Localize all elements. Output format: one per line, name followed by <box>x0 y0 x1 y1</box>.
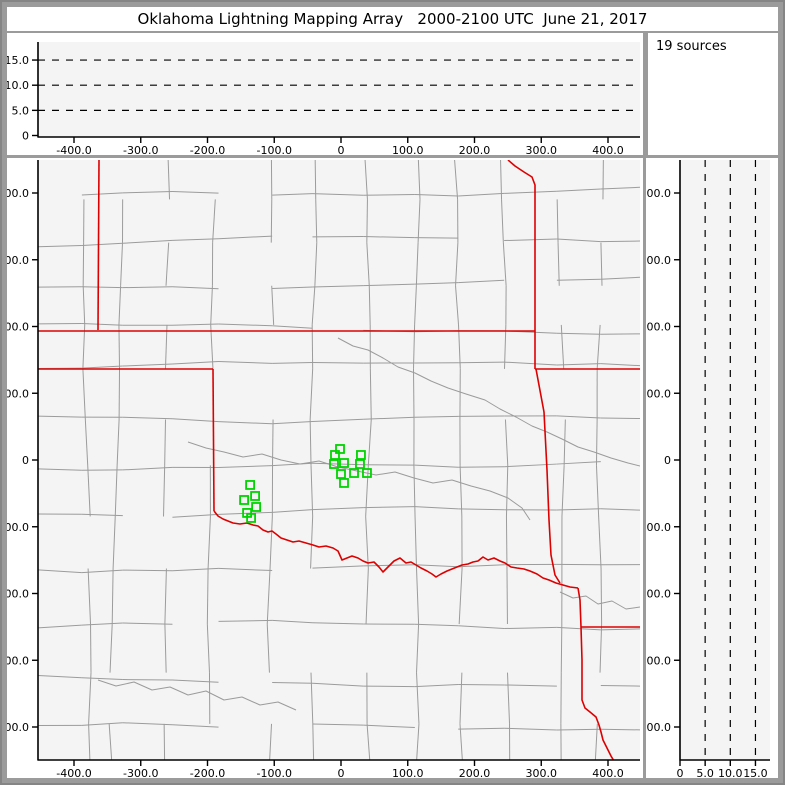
lightning-source-marker <box>330 450 340 460</box>
lightning-sources <box>239 444 372 523</box>
county-boundaries <box>38 160 640 760</box>
tick-label: 300.0 <box>526 144 558 155</box>
lightning-source-marker <box>246 513 256 523</box>
tick-label: 100.0 <box>7 387 29 400</box>
state-borders <box>38 160 640 760</box>
tick-label: 0 <box>338 767 345 778</box>
tick-label: 0 <box>664 454 671 467</box>
map-layers <box>38 160 640 760</box>
tick-label: 400.0 <box>592 144 624 155</box>
tick-label: 200.0 <box>646 321 671 334</box>
tick-label: 300.0 <box>526 767 558 778</box>
lightning-source-marker <box>251 502 261 512</box>
tick-label: 5.0 <box>696 767 714 778</box>
tick-label: 0 <box>677 767 684 778</box>
rivers <box>97 337 640 711</box>
tick-label: 0 <box>338 144 345 155</box>
tick-label: 0 <box>22 130 29 143</box>
tick-label: 15.0 <box>7 54 29 67</box>
lightning-source-marker <box>355 459 365 469</box>
tick-label: -200.0 <box>646 588 671 601</box>
ew-altitude-plot[interactable]: 15.0 10.0 5.0 0 -400.0 -300.0 -200.0 -100.0 0 100… <box>7 33 643 155</box>
lightning-source-marker <box>356 450 366 460</box>
title-bar: Oklahoma Lightning Mapping Array 2000-21… <box>7 7 778 31</box>
tick-label: 200.0 <box>7 321 29 334</box>
ns-altitude-plot[interactable]: 400.0 300.0 200.0 100.0 0 -100.0 -200.0 -300.0 -… <box>646 158 778 778</box>
tick-label: -100.0 <box>646 521 671 534</box>
lightning-source-marker <box>336 469 346 479</box>
tick-label: 200.0 <box>459 144 491 155</box>
tick-label: -400.0 <box>7 721 29 734</box>
tick-label: 100.0 <box>392 767 424 778</box>
tick-label: 400.0 <box>646 187 671 200</box>
tick-label: 10.0 <box>718 767 743 778</box>
tick-label: 200.0 <box>459 767 491 778</box>
source-count-label: 19 sources <box>656 39 727 54</box>
lightning-source-marker <box>362 468 372 478</box>
tick-label: 100.0 <box>646 387 671 400</box>
tick-label: -400.0 <box>56 767 91 778</box>
tick-label: 10.0 <box>7 79 29 92</box>
tick-label: 400.0 <box>592 767 624 778</box>
tick-label: -300.0 <box>123 767 158 778</box>
tick-label: -200.0 <box>7 588 29 601</box>
tick-label: -100.0 <box>257 767 292 778</box>
tick-label: 400.0 <box>7 187 29 200</box>
tick-label: 300.0 <box>646 254 671 267</box>
lightning-source-marker <box>329 459 339 469</box>
lightning-source-marker <box>335 444 345 454</box>
lightning-source-marker <box>245 480 255 490</box>
lightning-source-marker <box>250 491 260 501</box>
page-title: Oklahoma Lightning Mapping Array 2000-21… <box>137 10 648 28</box>
lightning-source-marker <box>339 478 349 488</box>
tick-label: -400.0 <box>56 144 91 155</box>
tick-label: -300.0 <box>646 654 671 667</box>
tick-label: -400.0 <box>646 721 671 734</box>
tick-label: -300.0 <box>7 654 29 667</box>
tick-label: 100.0 <box>392 144 424 155</box>
plan-view-plot[interactable]: 400.0 300.0 200.0 100.0 0 -100.0 -200.0 -300.0 -… <box>7 158 643 778</box>
tick-label: -100.0 <box>257 144 292 155</box>
panel-ns-altitude[interactable]: 400.0 300.0 200.0 100.0 0 -100.0 -200.0 -300.0 -… <box>646 158 778 778</box>
lightning-source-marker <box>339 458 349 468</box>
tick-label: -300.0 <box>123 144 158 155</box>
tick-label: -200.0 <box>190 144 225 155</box>
tick-label: 0 <box>22 454 29 467</box>
panel-plan-view[interactable]: 400.0 300.0 200.0 100.0 0 -100.0 -200.0 -300.0 -… <box>7 158 643 778</box>
tick-label: -200.0 <box>190 767 225 778</box>
panel-ew-altitude[interactable]: 15.0 10.0 5.0 0 -400.0 -300.0 -200.0 -100.0 0 100… <box>7 33 643 155</box>
tick-label: 5.0 <box>12 104 30 117</box>
tick-label: 15.0 <box>743 767 768 778</box>
lightning-source-marker <box>349 468 359 478</box>
tick-label: 300.0 <box>7 254 29 267</box>
panel-source-count: 19 sources <box>648 33 778 155</box>
tick-label: -100.0 <box>7 521 29 534</box>
lightning-source-marker <box>239 495 249 505</box>
